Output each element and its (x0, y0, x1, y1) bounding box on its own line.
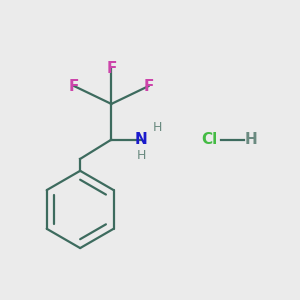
Text: Cl: Cl (201, 132, 218, 147)
Text: N: N (135, 132, 148, 147)
Text: H: H (153, 121, 162, 134)
Text: F: F (143, 79, 154, 94)
Text: F: F (106, 61, 116, 76)
Text: H: H (245, 132, 257, 147)
Text: F: F (69, 79, 80, 94)
Text: H: H (136, 149, 146, 162)
